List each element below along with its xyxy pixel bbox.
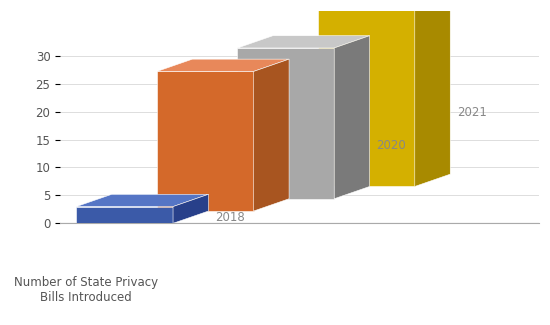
Text: Number of State Privacy
Bills Introduced: Number of State Privacy Bills Introduced: [14, 276, 158, 305]
Polygon shape: [318, 0, 415, 187]
Polygon shape: [173, 194, 208, 223]
Polygon shape: [76, 207, 173, 223]
Text: 2020: 2020: [376, 139, 406, 152]
Polygon shape: [415, 0, 450, 187]
Text: 2018: 2018: [215, 211, 245, 224]
Polygon shape: [157, 59, 289, 72]
Polygon shape: [76, 194, 208, 207]
Text: 2019: 2019: [295, 162, 326, 176]
Polygon shape: [238, 36, 370, 48]
Polygon shape: [334, 36, 370, 199]
Polygon shape: [157, 72, 254, 211]
Text: 2021: 2021: [456, 106, 487, 119]
Polygon shape: [254, 59, 289, 211]
Polygon shape: [238, 48, 334, 199]
